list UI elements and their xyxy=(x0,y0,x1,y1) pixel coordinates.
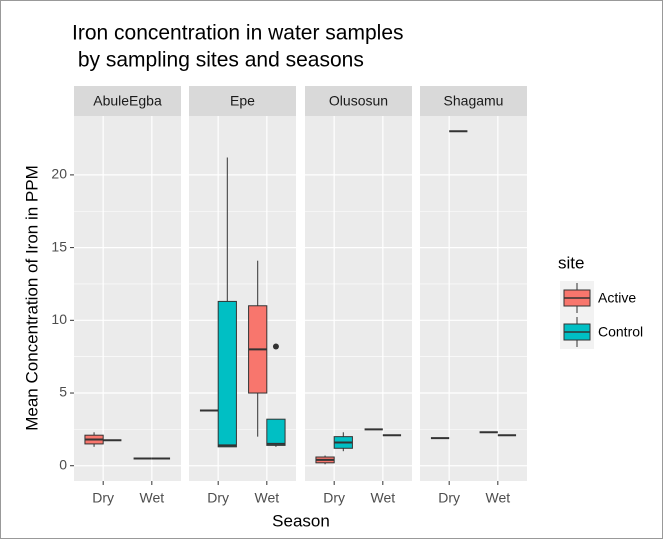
panel xyxy=(420,116,527,481)
facet-label: AbuleEgba xyxy=(93,93,162,109)
x-tick-label: Dry xyxy=(323,490,345,506)
facet-label: Olusosun xyxy=(329,93,388,109)
panel xyxy=(74,116,181,481)
facet-label: Epe xyxy=(230,93,255,109)
x-tick-label: Dry xyxy=(207,490,229,506)
box xyxy=(217,300,237,448)
x-tick-label: Wet xyxy=(485,490,510,506)
panel xyxy=(305,116,412,481)
x-tick-label: Wet xyxy=(370,490,395,506)
x-axis-label: Season xyxy=(272,511,330,530)
y-tick-label: 5 xyxy=(59,384,67,400)
strip xyxy=(189,86,296,116)
facet-label: Shagamu xyxy=(444,93,504,109)
y-axis-label: Mean Concentration of Iron in PPM xyxy=(22,165,41,431)
chart-title: Iron concentration in water samples xyxy=(72,22,404,45)
y-tick-label: 20 xyxy=(51,166,67,182)
box xyxy=(266,418,286,446)
legend-label: Active xyxy=(598,290,636,306)
y-tick-label: 0 xyxy=(59,456,67,472)
chart-title: by sampling sites and seasons xyxy=(72,49,364,72)
strip xyxy=(420,86,527,116)
outlier xyxy=(272,343,279,350)
x-tick-label: Dry xyxy=(438,490,460,506)
strip xyxy=(74,86,181,116)
x-tick-label: Wet xyxy=(254,490,279,506)
legend-title: site xyxy=(558,253,584,272)
x-tick-label: Wet xyxy=(139,490,164,506)
y-tick-label: 10 xyxy=(51,311,67,327)
strip xyxy=(305,86,412,116)
legend-label: Control xyxy=(598,324,643,340)
y-tick-label: 15 xyxy=(51,238,67,254)
x-tick-label: Dry xyxy=(92,490,114,506)
